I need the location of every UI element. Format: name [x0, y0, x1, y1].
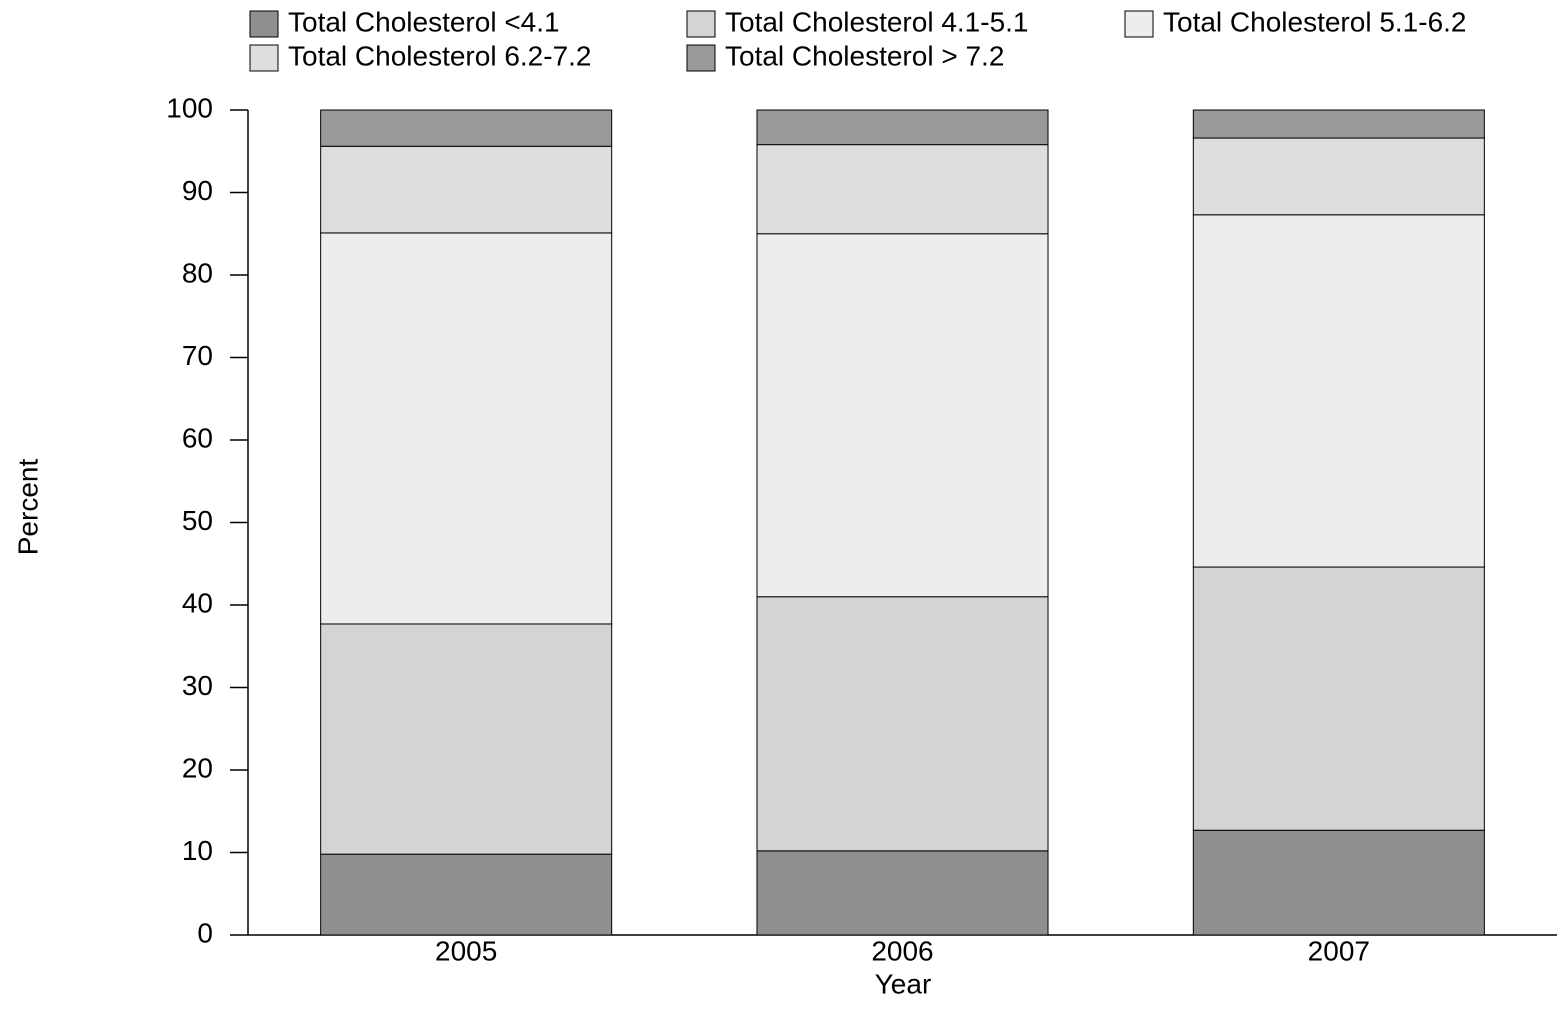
bar-segment: [1192, 829, 1485, 936]
legend-label: Total Cholesterol 5.1-6.2: [1163, 6, 1467, 37]
x-tick-label: 2005: [435, 935, 497, 966]
y-tick-label: 50: [182, 505, 213, 536]
y-tick-label: 0: [197, 917, 213, 948]
bar-segment: [320, 145, 613, 234]
x-tick-label: 2007: [1308, 935, 1370, 966]
legend-swatch: [686, 10, 716, 38]
legend-label: Total Cholesterol <4.1: [288, 6, 560, 37]
bar-segment: [320, 109, 613, 147]
bar-segment: [756, 233, 1049, 598]
y-tick-label: 90: [182, 175, 213, 206]
bar-segment: [756, 144, 1049, 235]
legend-swatch: [686, 44, 716, 72]
x-axis-title: Year: [875, 968, 932, 999]
y-tick-label: 100: [166, 92, 213, 123]
bar-segment: [1192, 214, 1485, 568]
bar-segment: [756, 109, 1049, 146]
legend-label: Total Cholesterol 4.1-5.1: [725, 6, 1029, 37]
y-tick-label: 60: [182, 422, 213, 453]
y-tick-label: 10: [182, 835, 213, 866]
y-axis-title: Percent: [12, 459, 43, 556]
bar-segment: [1192, 137, 1485, 216]
bar-segment: [320, 853, 613, 936]
y-tick-label: 80: [182, 257, 213, 288]
bar-segment: [756, 596, 1049, 852]
y-tick-label: 40: [182, 587, 213, 618]
legend-label: Total Cholesterol > 7.2: [725, 40, 1004, 71]
bar-segment: [1192, 109, 1485, 139]
bar-segment: [1192, 566, 1485, 831]
y-tick-label: 70: [182, 340, 213, 371]
legend-swatch: [249, 10, 279, 38]
legend-swatch: [1124, 10, 1154, 38]
bar-segment: [320, 232, 613, 625]
x-tick-label: 2006: [871, 935, 933, 966]
y-tick-label: 30: [182, 670, 213, 701]
legend-swatch: [249, 44, 279, 72]
legend-label: Total Cholesterol 6.2-7.2: [288, 40, 592, 71]
bar-segment: [756, 850, 1049, 936]
bar-segment: [320, 623, 613, 855]
y-tick-label: 20: [182, 752, 213, 783]
